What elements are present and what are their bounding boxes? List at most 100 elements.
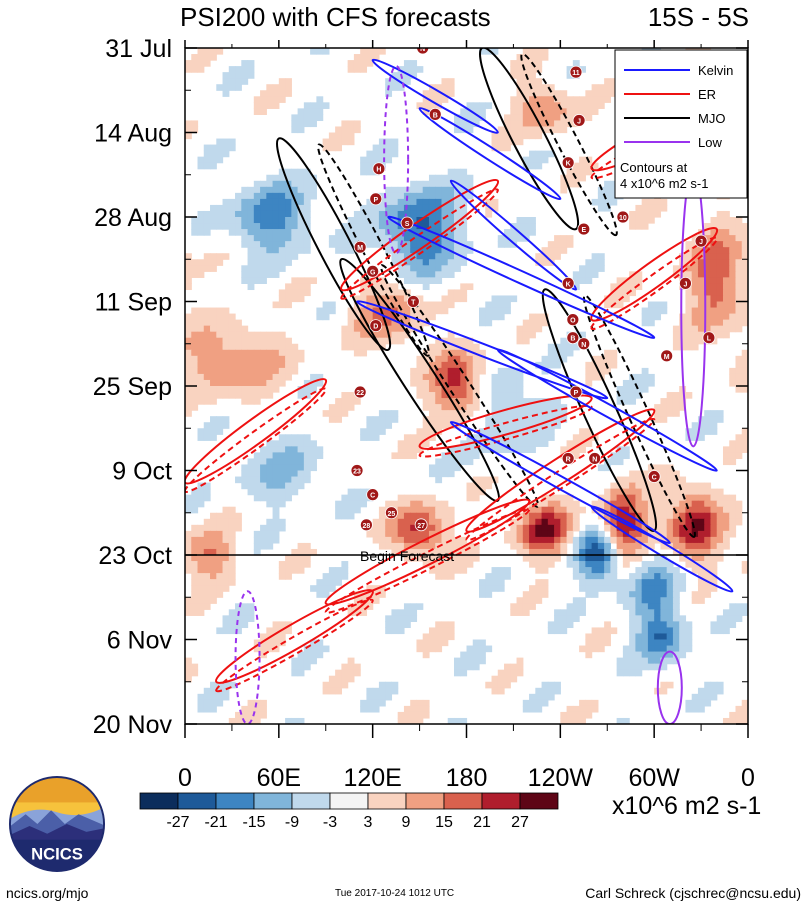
storm-marker-circle <box>400 216 414 230</box>
heat-cell <box>328 681 336 689</box>
heat-cell <box>510 72 518 79</box>
heat-cell <box>585 96 593 103</box>
heat-cell <box>385 78 393 85</box>
heat-cell <box>197 210 205 218</box>
heat-cell <box>210 54 217 61</box>
heat-cell <box>222 627 230 635</box>
heat-cell <box>403 542 411 550</box>
heat-cell <box>472 657 480 665</box>
heat-cell <box>647 217 655 224</box>
heat-cell <box>272 367 280 375</box>
heat-cell <box>522 132 530 140</box>
heat-cell <box>441 253 449 260</box>
heat-cell <box>535 410 543 417</box>
heat-cell <box>197 567 205 574</box>
er-contour-neg <box>324 508 531 614</box>
heat-cell <box>241 241 249 248</box>
heat-cell <box>241 72 249 79</box>
heat-cell <box>253 253 261 260</box>
heat-cell <box>210 307 217 315</box>
heat-cell <box>666 398 674 405</box>
heat-cell <box>641 217 649 224</box>
heat-cell <box>616 591 624 598</box>
heat-cell <box>597 561 605 568</box>
heat-cell <box>610 355 618 363</box>
heat-cell <box>210 373 217 381</box>
heat-cell <box>679 524 687 532</box>
heat-cell <box>366 307 374 315</box>
heat-cell <box>441 361 449 369</box>
heat-cell <box>610 506 618 514</box>
heat-cell <box>241 386 249 393</box>
heat-cell <box>672 265 680 272</box>
heat-cell <box>341 120 349 128</box>
heat-cell <box>660 627 668 635</box>
heat-cell <box>729 603 737 610</box>
heat-cell <box>497 687 505 695</box>
heat-cell <box>460 180 468 188</box>
heat-cell <box>585 367 593 375</box>
heat-cell <box>491 307 499 315</box>
heat-cell <box>616 386 624 393</box>
heat-cell <box>704 253 712 260</box>
heat-cell <box>335 247 342 254</box>
heat-cell <box>591 108 599 115</box>
heat-cell <box>341 392 349 399</box>
heat-cell <box>235 373 242 381</box>
heat-cell <box>479 579 486 586</box>
heat-cell <box>660 470 668 478</box>
heat-cell <box>604 90 611 97</box>
heat-cell <box>641 651 649 659</box>
heat-cell <box>285 247 292 254</box>
heat-cell <box>679 488 687 496</box>
mjo-contour-neg <box>317 143 431 357</box>
heat-cell <box>560 536 568 544</box>
heat-cell <box>541 561 549 568</box>
er-contour-neg <box>185 387 327 493</box>
heat-cell <box>716 307 724 315</box>
heat-cell <box>266 192 274 200</box>
heat-cell <box>735 229 743 236</box>
heat-cell <box>472 494 480 502</box>
storm-marker-label: N <box>592 456 597 463</box>
colorbar-label: 3 <box>364 814 373 831</box>
heat-cell <box>585 434 593 441</box>
heat-cell <box>291 277 299 284</box>
heat-cell <box>297 567 305 574</box>
heat-cell <box>497 126 505 134</box>
heat-cell <box>416 542 424 550</box>
heat-cell <box>560 506 568 514</box>
kelvin-contour <box>590 505 734 593</box>
heat-cell <box>660 585 668 592</box>
heat-cell <box>529 530 536 538</box>
heat-cell <box>253 108 261 115</box>
heat-cell <box>222 506 230 514</box>
heat-cell <box>197 579 205 586</box>
heat-cell <box>704 500 712 508</box>
heat-cell <box>610 186 618 194</box>
heat-cell <box>654 518 662 526</box>
heat-cell <box>704 699 712 707</box>
heat-cell <box>422 386 430 393</box>
heat-cell <box>222 337 230 345</box>
heat-cell <box>272 210 280 218</box>
heat-cell <box>729 494 737 502</box>
heat-cell <box>303 108 311 115</box>
heat-cell <box>428 379 436 387</box>
heat-cell <box>447 90 455 97</box>
heat-cell <box>710 687 718 695</box>
heat-cell <box>497 669 505 677</box>
heat-cell <box>310 452 317 460</box>
heat-cell <box>197 337 205 345</box>
heat-cell <box>554 627 561 635</box>
heat-cell <box>453 126 461 134</box>
heat-cell <box>716 681 724 689</box>
heat-cell <box>378 229 386 236</box>
heat-cell <box>666 573 674 580</box>
heat-cell <box>566 621 574 629</box>
heat-cell <box>497 235 505 242</box>
heat-cell <box>660 567 668 574</box>
heat-cell <box>260 494 267 502</box>
heat-cell <box>460 174 468 182</box>
